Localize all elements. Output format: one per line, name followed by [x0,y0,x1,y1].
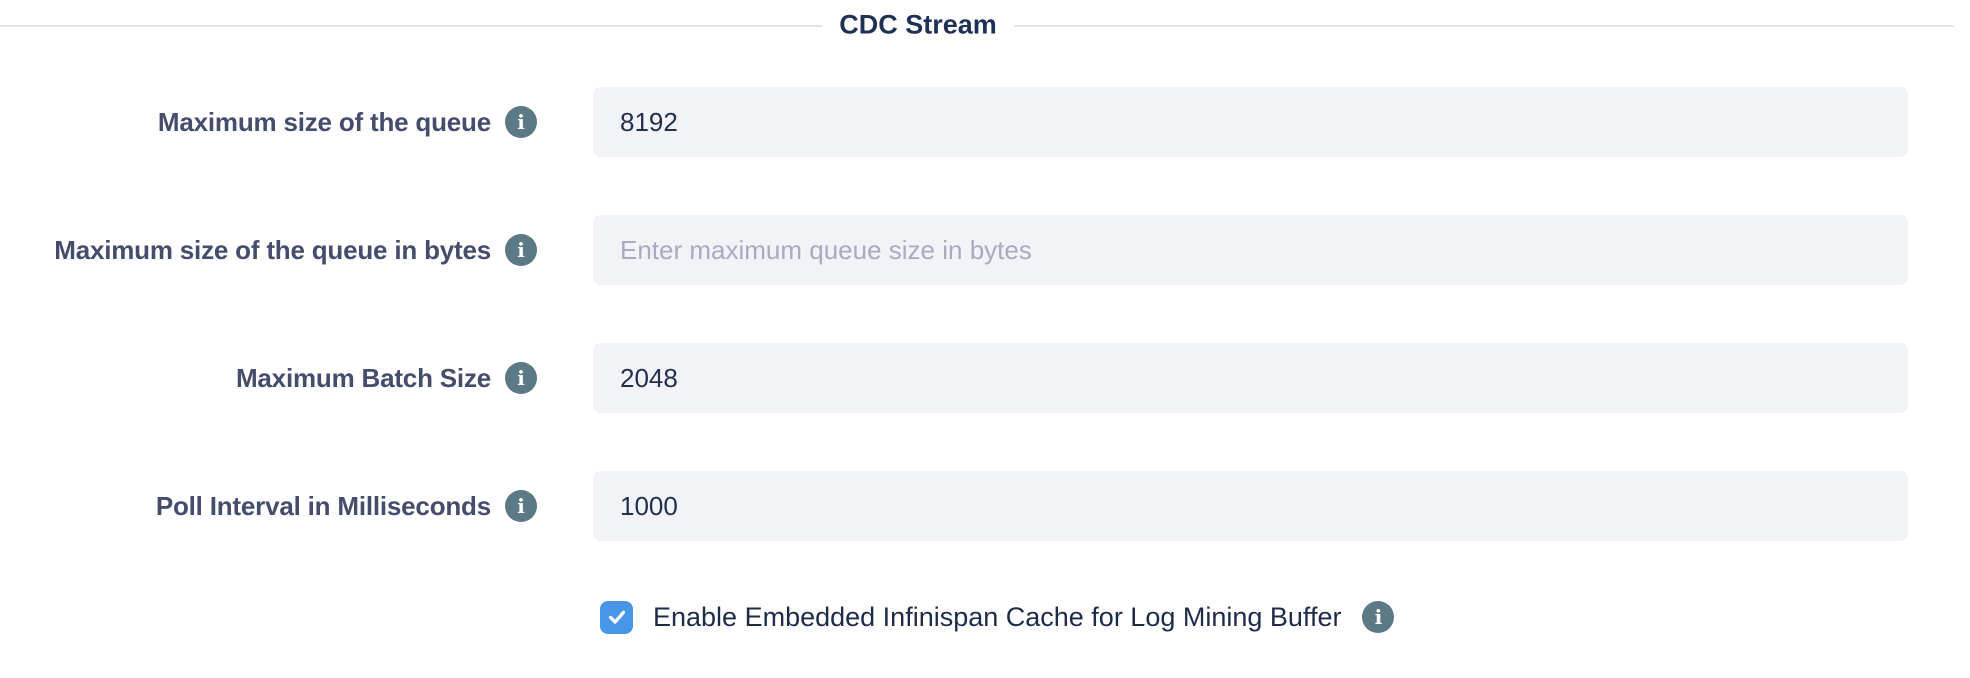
label-cell: Maximum Batch Size i [0,362,537,394]
infinispan-cache-row: Enable Embedded Infinispan Cache for Log… [600,599,1908,635]
info-icon[interactable]: i [505,362,537,394]
poll-interval-input[interactable] [593,471,1908,541]
poll-interval-label: Poll Interval in Milliseconds [155,490,491,521]
info-icon[interactable]: i [1362,601,1395,633]
section-header: CDC Stream [0,0,1970,50]
max-queue-size-label: Maximum size of the queue [157,106,491,137]
info-icon[interactable]: i [505,106,537,138]
section-title: CDC Stream [822,9,1014,41]
label-cell: Maximum size of the queue in bytes i [0,234,537,266]
form-row-poll-interval: Poll Interval in Milliseconds i [0,471,1908,541]
max-queue-size-bytes-input[interactable] [593,215,1908,285]
label-cell: Maximum size of the queue i [0,106,537,138]
info-icon[interactable]: i [505,490,537,522]
form-row-max-queue-size-bytes: Maximum size of the queue in bytes i [0,215,1908,285]
infinispan-cache-checkbox[interactable] [600,600,633,634]
max-batch-size-label: Maximum Batch Size [235,362,491,393]
max-batch-size-input[interactable] [593,343,1908,413]
form-body: Maximum size of the queue i Maximum size… [0,87,1970,635]
checkmark-icon [606,606,628,628]
max-queue-size-input[interactable] [593,87,1908,157]
infinispan-cache-label: Enable Embedded Infinispan Cache for Log… [653,601,1342,632]
label-cell: Poll Interval in Milliseconds i [0,490,537,522]
info-icon[interactable]: i [505,234,537,266]
max-queue-size-bytes-label: Maximum size of the queue in bytes [54,234,491,265]
form-row-max-batch-size: Maximum Batch Size i [0,343,1908,413]
form-row-max-queue-size: Maximum size of the queue i [0,87,1908,157]
